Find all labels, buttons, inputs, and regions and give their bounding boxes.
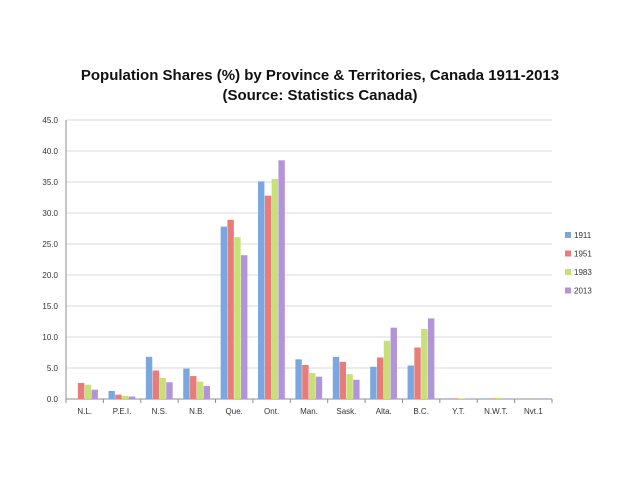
bar	[183, 368, 190, 399]
bar	[128, 396, 136, 399]
bar	[489, 398, 496, 399]
x-tick-label: Nvt.1	[524, 407, 543, 416]
y-tick-label: 35.0	[42, 178, 58, 187]
bar	[152, 370, 160, 399]
bar	[77, 382, 85, 399]
legend-label: 2013	[574, 287, 592, 296]
bar	[145, 356, 153, 399]
x-tick-label: Que.	[226, 407, 243, 416]
bar	[271, 178, 279, 399]
bar	[234, 237, 241, 399]
bar	[203, 385, 211, 399]
x-tick-label: Ont.	[264, 407, 279, 416]
legend-label: 1983	[574, 268, 592, 277]
bar	[414, 347, 421, 399]
bar	[258, 181, 265, 399]
y-tick-label: 30.0	[42, 209, 58, 218]
bar	[451, 398, 459, 399]
bar	[91, 389, 98, 399]
x-tick-label: N.L.	[77, 407, 92, 416]
bar	[370, 366, 377, 399]
bar	[241, 255, 248, 399]
y-tick-label: 20.0	[42, 271, 58, 280]
y-tick-label: 45.0	[42, 116, 58, 125]
bar	[502, 398, 510, 399]
legend-swatch	[565, 250, 571, 257]
bar	[264, 195, 272, 399]
y-tick-label: 10.0	[42, 333, 58, 342]
x-tick-label: N.W.T.	[484, 407, 508, 416]
bar	[84, 384, 92, 399]
chart-subtitle: (Source: Statistics Canada)	[222, 87, 418, 104]
bar	[465, 398, 472, 399]
x-tick-label: Man.	[300, 407, 318, 416]
x-tick-label: P.E.I.	[113, 407, 132, 416]
bar	[339, 361, 346, 399]
bar	[309, 372, 316, 399]
y-tick-label: 0.0	[47, 395, 59, 404]
y-tick-label: 15.0	[42, 302, 58, 311]
bar	[421, 328, 428, 399]
bar	[482, 398, 489, 399]
bar	[302, 364, 309, 399]
x-tick-label: Sask.	[336, 407, 356, 416]
chart-title: Population Shares (%) by Province & Terr…	[0, 66, 640, 106]
legend-swatch	[565, 287, 571, 294]
legend-swatch	[565, 232, 571, 238]
bar	[458, 398, 465, 399]
bar	[196, 381, 204, 399]
bar	[278, 160, 285, 399]
bar	[444, 398, 452, 399]
y-tick-label: 5.0	[47, 364, 59, 373]
bar	[390, 327, 397, 399]
x-tick-label: Alta.	[376, 407, 392, 416]
legend-label: 1951	[574, 250, 592, 259]
bar	[115, 394, 122, 399]
x-tick-label: B.C.	[413, 407, 429, 416]
bar	[122, 395, 129, 399]
bar	[108, 390, 115, 399]
bar	[407, 365, 414, 399]
x-tick-label: Y.T.	[452, 407, 465, 416]
chart-title-line: Population Shares (%) by Province & Terr…	[80, 67, 560, 84]
bar	[190, 376, 197, 399]
bar	[495, 397, 503, 399]
y-tick-label: 25.0	[42, 240, 58, 249]
x-tick-label: N.S.	[152, 407, 168, 416]
bar	[220, 226, 228, 399]
bar	[383, 340, 391, 399]
legend-label: 1911	[574, 231, 592, 240]
y-tick-label: 40.0	[42, 147, 58, 156]
bar	[227, 219, 234, 399]
bar	[166, 382, 173, 399]
x-tick-label: N.B.	[189, 407, 205, 416]
bar	[315, 376, 323, 399]
bar	[295, 359, 302, 399]
bar	[427, 318, 435, 399]
bar	[159, 377, 166, 399]
bar	[346, 374, 353, 399]
bar	[332, 356, 340, 399]
legend-swatch	[565, 269, 571, 275]
bar	[376, 357, 384, 399]
bar	[540, 398, 547, 399]
bar	[353, 379, 360, 399]
